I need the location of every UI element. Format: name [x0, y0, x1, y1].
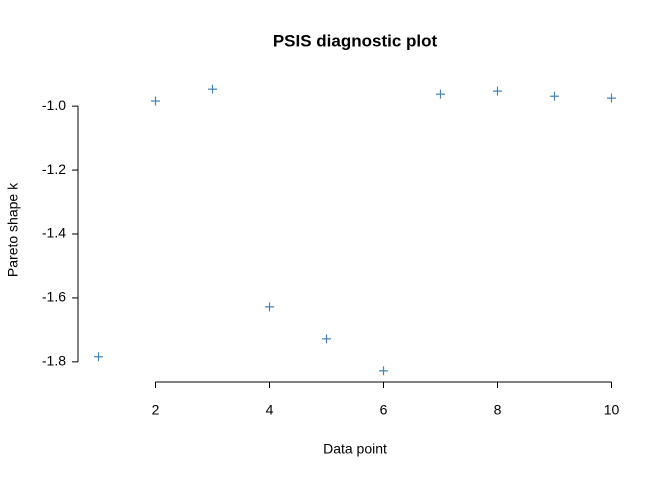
point: [606, 93, 616, 103]
point: [378, 366, 388, 376]
y-tick-label: -1.2: [42, 161, 66, 177]
x-axis-label: Data point: [323, 441, 387, 457]
point: [208, 84, 218, 94]
point: [322, 334, 332, 344]
y-axis-label: Pareto shape k: [5, 182, 21, 277]
point: [151, 96, 161, 106]
y-tick-label: -1.0: [42, 97, 66, 113]
y-tick-label: -1.4: [42, 225, 66, 241]
y-tick-label: -1.8: [42, 353, 66, 369]
chart-title: PSIS diagnostic plot: [273, 31, 438, 50]
x-tick-label: 10: [604, 402, 620, 418]
x-tick-label: 4: [266, 402, 274, 418]
point: [549, 91, 559, 101]
point: [492, 86, 502, 96]
x-tick-label: 2: [152, 402, 160, 418]
point: [435, 89, 445, 99]
x-tick-label: 6: [380, 402, 388, 418]
x-tick-label: 8: [494, 402, 502, 418]
y-tick-label: -1.6: [42, 289, 66, 305]
point: [265, 302, 275, 312]
point: [94, 352, 104, 362]
